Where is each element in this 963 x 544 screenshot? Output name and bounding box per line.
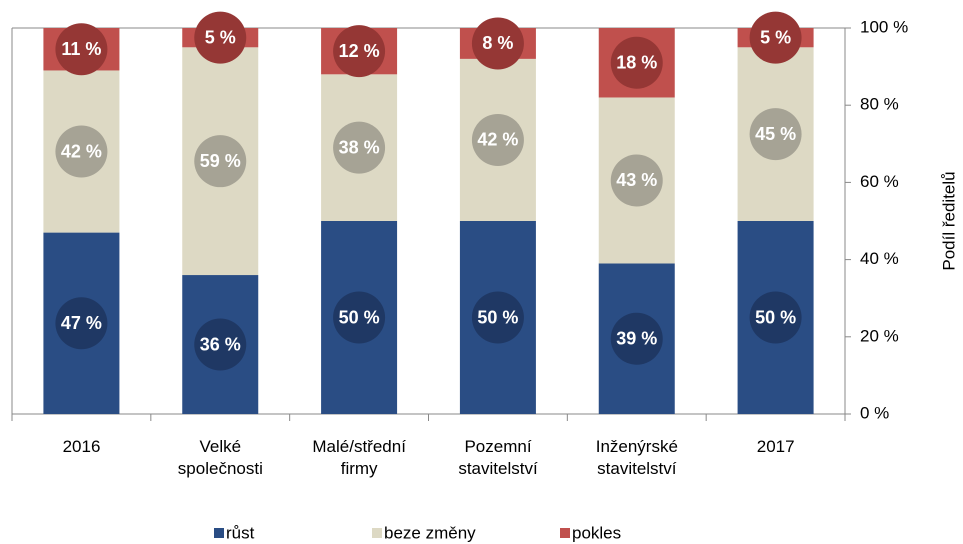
value-label: 39 %	[616, 328, 657, 348]
x-tick-label: Malé/střední firmy	[312, 437, 406, 478]
y-tick-label: 100 %	[860, 17, 908, 36]
label-badge	[55, 297, 108, 350]
x-tick-label: Velké společnosti	[177, 437, 263, 478]
legend-label: beze změny	[384, 523, 476, 542]
legend-label: pokles	[572, 523, 621, 542]
x-tick-label: 2016	[62, 437, 101, 456]
label-badge	[471, 17, 524, 70]
label-badge	[749, 11, 802, 64]
label-badge	[194, 318, 247, 371]
value-label: 5 %	[205, 27, 236, 47]
value-label: 8 %	[482, 33, 513, 53]
legend-swatch	[214, 528, 224, 538]
y-tick-label: 0 %	[860, 403, 889, 422]
value-label: 18 %	[616, 52, 657, 72]
x-tick-label: 2017	[756, 437, 795, 456]
label-badge	[610, 154, 663, 207]
label-badge	[610, 36, 663, 89]
label-badge	[333, 121, 386, 174]
y-tick-label: 60 %	[860, 172, 899, 191]
label-badge	[55, 125, 108, 178]
label-badge	[610, 312, 663, 365]
legend-swatch	[560, 528, 570, 538]
x-tick-label: Inženýrské stavitelství	[595, 437, 678, 478]
value-label: 36 %	[200, 334, 241, 354]
label-badge	[194, 11, 247, 64]
label-badge	[333, 25, 386, 78]
value-label: 50 %	[477, 307, 518, 327]
value-label: 59 %	[200, 151, 241, 171]
value-label: 5 %	[760, 27, 791, 47]
value-label: 42 %	[61, 141, 102, 161]
legend-swatch	[372, 528, 382, 538]
y-axis-label: Podíl ředitelů	[939, 171, 958, 270]
label-badge	[194, 135, 247, 188]
label-badge	[749, 291, 802, 344]
y-tick-label: 20 %	[860, 326, 899, 345]
label-badge	[333, 291, 386, 344]
value-label: 12 %	[339, 41, 380, 61]
value-label: 45 %	[755, 124, 796, 144]
label-badge	[55, 23, 108, 76]
value-label: 50 %	[339, 307, 380, 327]
value-label: 42 %	[477, 130, 518, 150]
value-label: 43 %	[616, 170, 657, 190]
label-badge	[471, 291, 524, 344]
legend-label: růst	[226, 523, 255, 542]
x-tick-label: Pozemní stavitelství	[458, 437, 538, 478]
y-tick-label: 40 %	[860, 249, 899, 268]
value-label: 38 %	[339, 137, 380, 157]
value-label: 47 %	[61, 313, 102, 333]
value-label: 50 %	[755, 307, 796, 327]
label-badge	[749, 108, 802, 161]
y-tick-label: 80 %	[860, 95, 899, 114]
label-badge	[471, 113, 524, 166]
value-label: 11 %	[61, 39, 101, 59]
